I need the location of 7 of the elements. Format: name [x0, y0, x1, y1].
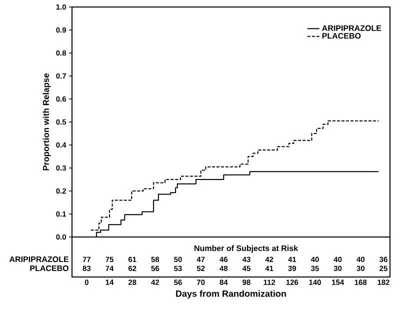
- text: PLACEBO: [30, 265, 68, 272]
- x-axis-title: Days from Randomization: [176, 290, 286, 299]
- text: ARIPIPRAZOLE: [9, 256, 68, 262]
- legend-label: ARIPIPRAZOLE: [322, 25, 382, 31]
- y-axis-title: Proportion with Relapse: [42, 73, 51, 170]
- text: Number of Subjects at Risk: [194, 245, 298, 253]
- legend-label: PLACEBO: [322, 33, 361, 39]
